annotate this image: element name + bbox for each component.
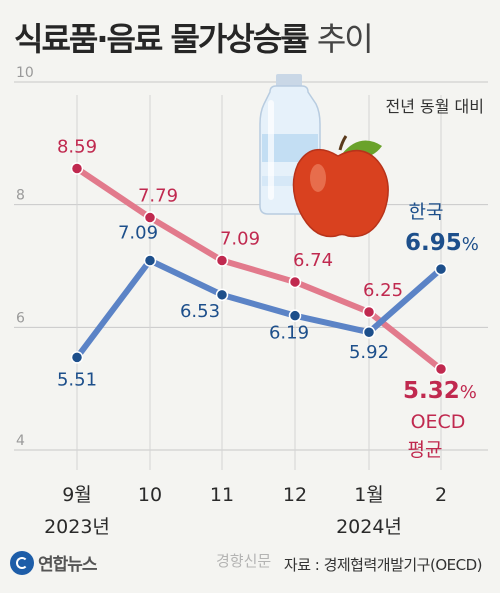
y-tick-label: 10 <box>16 65 34 81</box>
data-label-korea: 5.92 <box>349 342 389 363</box>
unit-note: 전년 동월 대비 <box>386 97 485 116</box>
x-year-label: 2024년 <box>336 516 402 538</box>
point-oecd <box>362 305 376 319</box>
point-korea <box>362 325 376 339</box>
x-tick-label: 10 <box>138 484 162 506</box>
data-label-oecd: 6.25 <box>363 280 403 301</box>
x-tick-label: 9월 <box>62 484 92 506</box>
y-tick-label: 4 <box>16 433 25 449</box>
source-note: 자료 : 경제협력개발기구(OECD) <box>283 556 483 574</box>
point-oecd <box>215 254 229 267</box>
chart-title: 식료품·음료 물가상승률 추이 <box>14 14 374 60</box>
point-korea <box>70 351 84 364</box>
illustration <box>259 74 389 238</box>
x-tick-label: 2 <box>435 484 447 506</box>
x-tick-label: 12 <box>283 484 307 506</box>
title-main: 식료품·음료 물가상승률 <box>14 20 310 58</box>
data-label-korea: 6.19 <box>269 323 309 344</box>
series-line-korea <box>74 257 444 361</box>
apple-icon <box>292 135 389 238</box>
x-tick-label: 1월 <box>354 484 384 506</box>
point-oecd <box>434 362 448 376</box>
data-label-oecd: 6.74 <box>293 250 333 271</box>
point-korea <box>434 262 448 276</box>
logo-mark-icon <box>10 550 34 575</box>
point-korea <box>143 254 157 267</box>
point-oecd <box>143 211 157 224</box>
yonhap-logo: 연합뉴스 <box>10 550 98 575</box>
title-sub: 추이 <box>316 20 374 58</box>
data-label-korea: 7.09 <box>118 222 158 243</box>
end-label-korea: 6.95% <box>405 230 479 256</box>
point-oecd <box>288 275 302 289</box>
data-label-oecd: 7.79 <box>138 186 178 207</box>
data-label-korea: 6.53 <box>180 301 220 322</box>
point-oecd <box>70 162 84 175</box>
logo-text: 연합뉴스 <box>38 555 98 575</box>
point-korea <box>215 288 229 302</box>
watermark: 경향신문 <box>216 552 272 570</box>
data-label-oecd: 7.09 <box>220 228 260 249</box>
series-name-korea: 한국 <box>409 201 444 223</box>
data-label-korea: 5.51 <box>57 369 97 390</box>
data-label-oecd: 8.59 <box>57 136 97 157</box>
end-label-oecd: 5.32% <box>403 378 477 404</box>
point-korea <box>288 309 302 322</box>
x-tick-label: 11 <box>210 484 234 506</box>
x-year-label: 2023년 <box>44 516 110 538</box>
series-name-oecd-line2: 평균 <box>408 439 443 461</box>
y-tick-label: 8 <box>16 188 25 204</box>
series-name-oecd-line1: OECD <box>411 411 466 433</box>
y-tick-label: 6 <box>16 310 25 326</box>
